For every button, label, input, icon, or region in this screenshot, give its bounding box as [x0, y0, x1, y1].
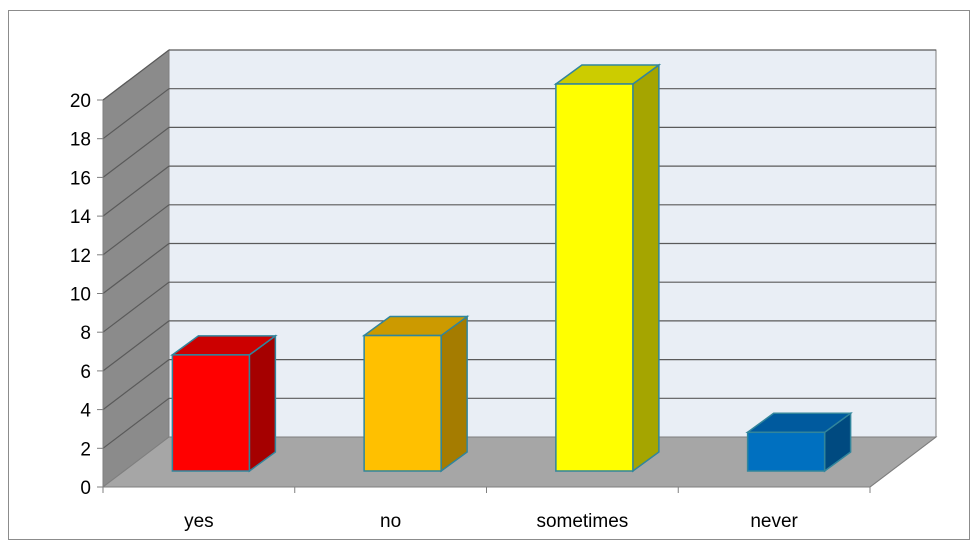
gridline-side	[102, 49, 170, 101]
bar-side	[440, 315, 468, 473]
gridline-side	[102, 320, 170, 372]
axes	[97, 99, 937, 493]
bar-front	[555, 83, 634, 472]
y-tick-label: 2	[80, 439, 91, 460]
x-category-label: yes	[184, 511, 214, 532]
floor-edge	[869, 436, 937, 488]
x-category-label: sometimes	[536, 511, 628, 532]
y-axis-tick-labels: 0 2 4 6 8 10 12 14 16 18 20	[70, 91, 92, 499]
y-tick-label: 16	[70, 168, 91, 189]
y-tick-label: 0	[80, 478, 91, 499]
gridlines	[102, 49, 936, 449]
y-tick-label: 12	[70, 246, 91, 267]
bar-front	[171, 354, 251, 472]
bar-yes	[170, 334, 278, 473]
x-axis-category-labels: yes no sometimes never	[184, 511, 798, 532]
bar-front	[363, 334, 442, 472]
bar-side	[632, 63, 660, 473]
gridline-side	[102, 243, 170, 294]
bar-no	[361, 315, 470, 473]
y-tick-label: 4	[80, 401, 91, 422]
gridline-side	[102, 397, 170, 449]
bar-front	[746, 431, 826, 472]
gridline-side	[102, 359, 170, 411]
y-tick-label: 20	[70, 91, 91, 112]
y-tick-label: 18	[70, 130, 91, 151]
y-tick-label: 8	[80, 323, 91, 344]
gridline-side	[102, 165, 170, 217]
x-category-label: never	[750, 511, 798, 532]
gridline-side	[102, 204, 170, 256]
gridline-side	[102, 281, 170, 333]
x-category-label: no	[380, 511, 401, 532]
y-tick-label: 10	[70, 285, 91, 306]
bar-sometimes	[553, 63, 662, 473]
y-tick-label: 14	[70, 207, 92, 228]
bar-side	[248, 334, 277, 473]
gridline-side	[102, 88, 170, 140]
gridline-side	[102, 126, 170, 178]
y-tick-label: 6	[80, 362, 91, 383]
bars	[170, 63, 853, 473]
bar-never	[745, 411, 853, 473]
